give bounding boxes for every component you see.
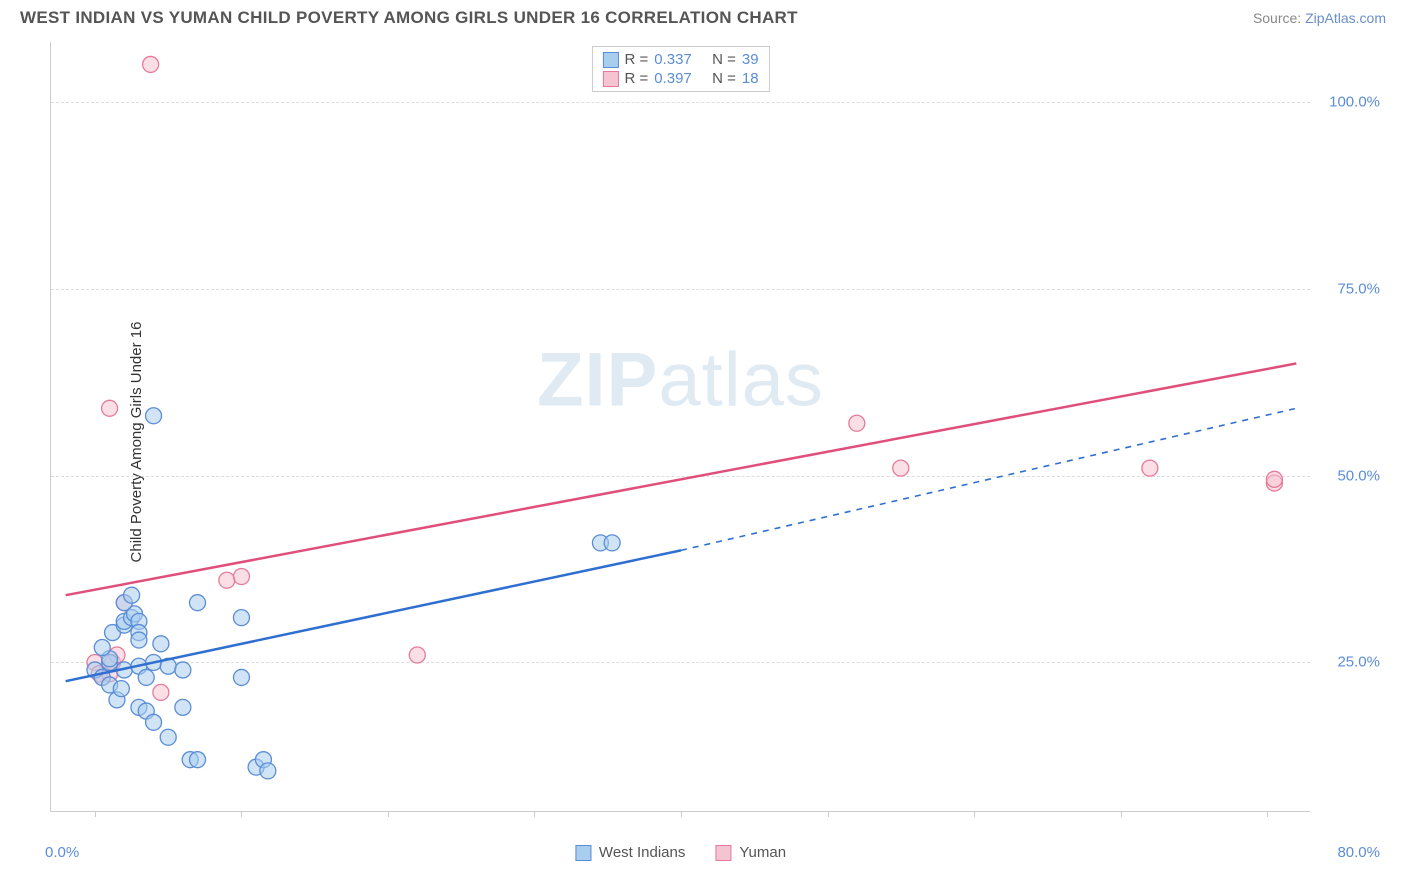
swatch-blue-icon xyxy=(575,845,591,861)
x-axis-min-label: 0.0% xyxy=(45,844,79,861)
swatch-pink-icon xyxy=(602,71,618,87)
n-value: 39 xyxy=(742,51,759,68)
r-value: 0.397 xyxy=(654,70,692,87)
chart-title: WEST INDIAN VS YUMAN CHILD POVERTY AMONG… xyxy=(20,8,798,28)
legend-label: West Indians xyxy=(599,844,685,861)
x-tick xyxy=(534,811,535,817)
x-tick xyxy=(388,811,389,817)
legend-label: Yuman xyxy=(739,844,786,861)
stats-box: R = 0.337 N = 39 R = 0.397 N = 18 xyxy=(591,46,769,92)
x-tick xyxy=(681,811,682,817)
legend-item-west-indians: West Indians xyxy=(575,844,685,861)
legend: West Indians Yuman xyxy=(575,844,786,861)
y-tick-label: 100.0% xyxy=(1329,93,1380,110)
swatch-pink-icon xyxy=(715,845,731,861)
y-tick-label: 75.0% xyxy=(1337,280,1380,297)
swatch-blue-icon xyxy=(602,52,618,68)
stats-row-pink: R = 0.397 N = 18 xyxy=(602,69,758,88)
stats-row-blue: R = 0.337 N = 39 xyxy=(602,50,758,69)
chart-container: Child Poverty Among Girls Under 16 ZIPat… xyxy=(50,42,1386,842)
x-tick xyxy=(828,811,829,817)
r-label: R = xyxy=(624,70,648,87)
x-tick xyxy=(1267,811,1268,817)
n-value: 18 xyxy=(742,70,759,87)
scatter-svg xyxy=(51,42,1310,811)
x-tick xyxy=(974,811,975,817)
x-tick xyxy=(95,811,96,817)
y-tick-label: 25.0% xyxy=(1337,654,1380,671)
y-tick-label: 50.0% xyxy=(1337,467,1380,484)
legend-item-yuman: Yuman xyxy=(715,844,786,861)
x-axis-max-label: 80.0% xyxy=(1337,844,1380,861)
n-label: N = xyxy=(712,70,736,87)
source-prefix: Source: xyxy=(1253,10,1305,26)
n-label: N = xyxy=(712,51,736,68)
plot-area: ZIPatlas R = 0.337 N = 39 R = 0.397 N = … xyxy=(50,42,1310,812)
source-attribution: Source: ZipAtlas.com xyxy=(1253,10,1386,26)
r-label: R = xyxy=(624,51,648,68)
x-tick xyxy=(1121,811,1122,817)
r-value: 0.337 xyxy=(654,51,692,68)
source-link[interactable]: ZipAtlas.com xyxy=(1305,10,1386,26)
x-tick xyxy=(241,811,242,817)
